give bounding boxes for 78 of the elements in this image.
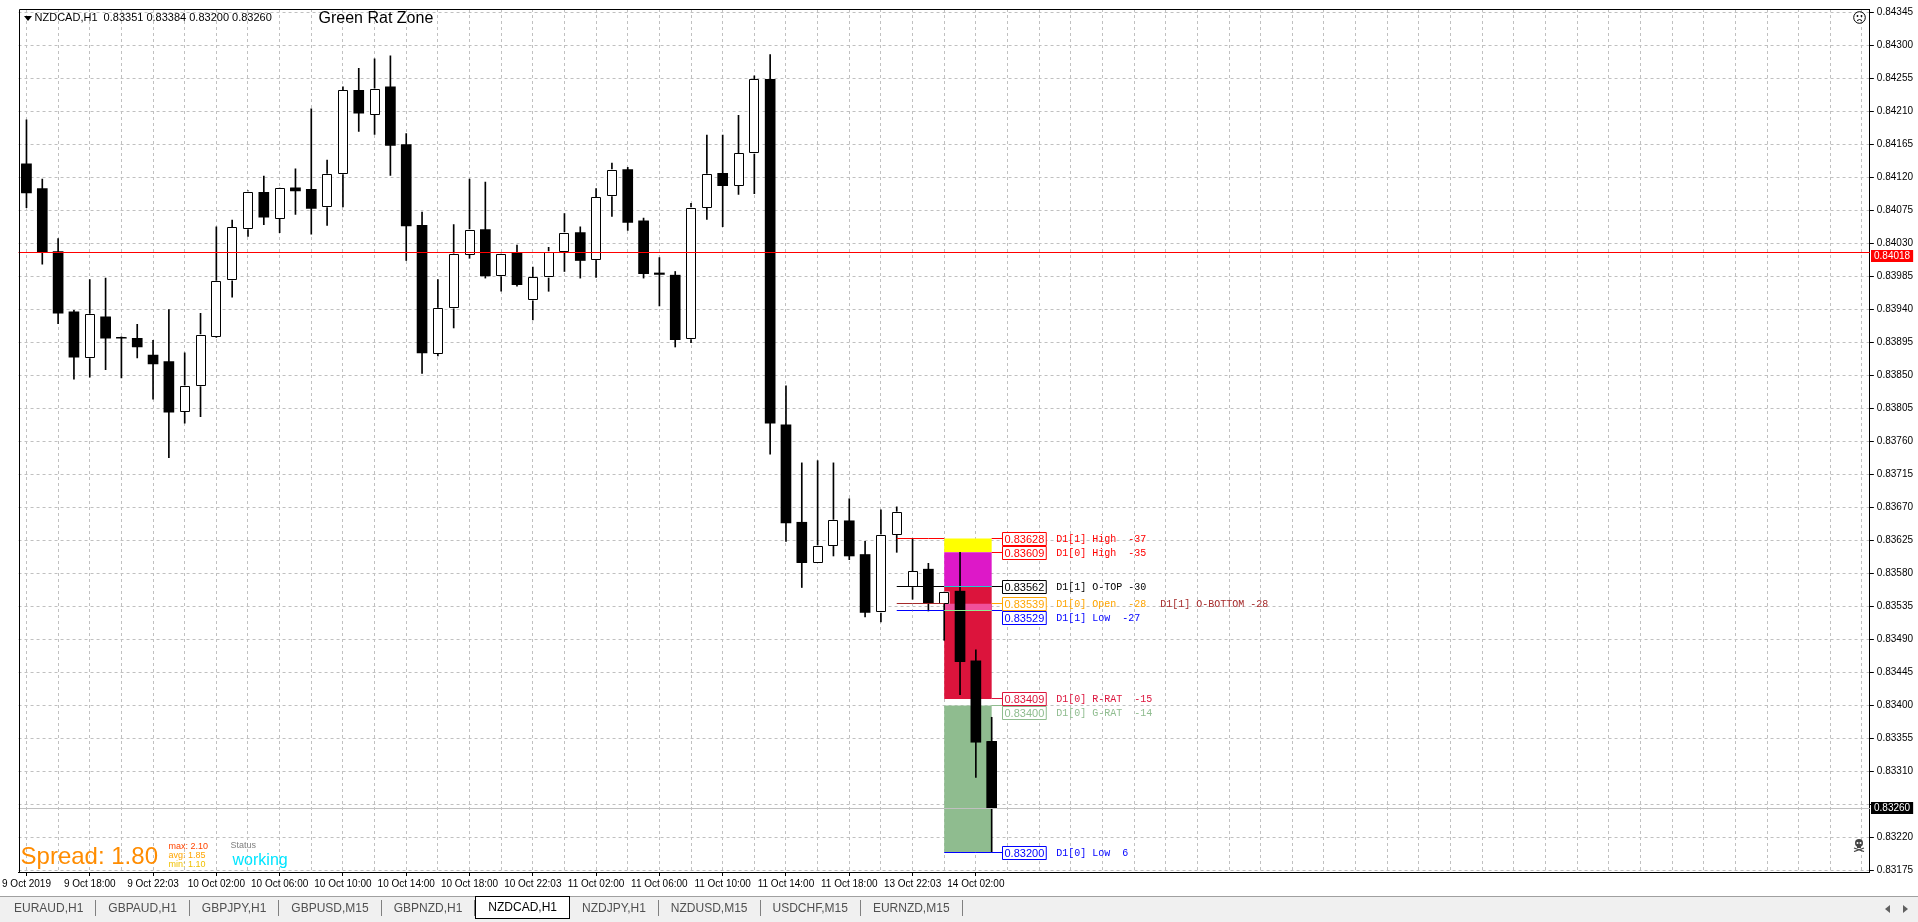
- ref-line-label: 0.83260: [1874, 802, 1911, 814]
- y-tick-label: 0.83760: [1876, 435, 1914, 447]
- x-tick-label: 10 Oct 06:00: [251, 877, 309, 889]
- tab: NZDCAD,H1: [475, 896, 571, 919]
- data-label: 0.83200: [1004, 846, 1045, 859]
- x-tick-label: 10 Oct 18:00: [440, 877, 499, 889]
- legend-label: D1[1] Low -27: [1056, 613, 1141, 625]
- tab: GBPJPY,H1: [189, 900, 280, 916]
- data-label: 0.83628: [1004, 532, 1045, 545]
- legend-label: D1[1] High -37: [1056, 534, 1147, 546]
- x-tick-label: 9 Oct 2019: [2, 877, 52, 889]
- y-tick-label: 0.83580: [1876, 567, 1914, 579]
- y-tick-label: 0.83850: [1876, 369, 1914, 381]
- tab: EURAUD,H1: [2, 900, 97, 916]
- data-label: 0.83609: [1004, 546, 1045, 559]
- y-tick-label: 0.83445: [1876, 666, 1914, 678]
- chart-title: Green Rat Zone: [318, 9, 434, 26]
- x-tick-label: 11 Oct 06:00: [631, 877, 689, 889]
- x-tick-label: 11 Oct 10:00: [694, 877, 752, 889]
- x-tick-label: 10 Oct 14:00: [377, 877, 436, 889]
- tab: USDCHF,M15: [760, 900, 861, 916]
- legend-label: D1[0] Low 6: [1056, 848, 1129, 860]
- data-label: 0.83529: [1004, 611, 1045, 624]
- y-tick-label: 0.83805: [1876, 402, 1914, 414]
- y-tick-label: 0.84165: [1876, 138, 1914, 150]
- x-tick-label: 11 Oct 14:00: [757, 877, 815, 889]
- y-tick-label: 0.84030: [1876, 237, 1914, 249]
- data-label: 0.83562: [1004, 580, 1045, 593]
- x-tick-label: 10 Oct 22:03: [504, 877, 562, 889]
- tab: EURNZD,M15: [860, 900, 963, 916]
- x-tick-label: 11 Oct 18:00: [821, 877, 878, 889]
- y-tick-label: 0.83310: [1876, 765, 1914, 777]
- x-tick-label: 10 Oct 02:00: [187, 877, 246, 889]
- y-tick-label: 0.83985: [1876, 270, 1914, 282]
- y-tick-label: 0.83625: [1876, 534, 1914, 546]
- x-tick-label: 13 Oct 22:03: [883, 877, 942, 889]
- legend-label: D1[1] O-TOP -30: [1056, 582, 1147, 594]
- y-tick-label: 0.84345: [1876, 6, 1914, 18]
- x-tick-label: 10 Oct 10:00: [314, 877, 372, 889]
- y-tick-label: 0.83175: [1876, 864, 1914, 876]
- annotation: Status: [230, 840, 257, 850]
- legend-label: D1[0] R-RAT -15: [1056, 694, 1153, 706]
- y-tick-label: 0.84075: [1876, 204, 1914, 216]
- y-tick-label: 0.84255: [1876, 72, 1914, 84]
- y-tick-label: 0.84300: [1876, 39, 1914, 51]
- y-tick-label: 0.83670: [1876, 501, 1914, 513]
- x-tick-label: 11 Oct 02:00: [567, 877, 625, 889]
- tab: GBPAUD,H1: [96, 900, 190, 916]
- chart-subtitle: NZDCAD,H1 0.83351 0.83384 0.83200 0.83260: [34, 11, 272, 23]
- y-tick-label: 0.83715: [1876, 468, 1914, 480]
- y-tick-label: 0.83940: [1876, 303, 1914, 315]
- annotation: max: 2.10: [168, 841, 209, 851]
- tab: GBPUSD,M15: [279, 900, 382, 916]
- y-tick-label: 0.83400: [1876, 699, 1914, 711]
- y-tick-label: 0.84120: [1876, 171, 1914, 183]
- data-label: 0.83539: [1004, 597, 1045, 610]
- legend-label: D1[0] High -35: [1056, 548, 1147, 560]
- y-tick-label: 0.83220: [1876, 831, 1914, 843]
- x-tick-label: 9 Oct 22:03: [127, 877, 180, 889]
- annotation: avg: 1.85: [168, 850, 206, 860]
- legend-label: D1[0] G-RAT -14: [1056, 708, 1153, 720]
- data-label: 0.83409: [1004, 692, 1045, 705]
- x-tick-label: 9 Oct 18:00: [63, 877, 117, 889]
- text: D1[1] O-BOTTOM -28: [1160, 599, 1269, 611]
- annotation: min: 1.10: [168, 859, 206, 869]
- data-label: 0.83400: [1004, 706, 1045, 719]
- y-tick-label: 0.83355: [1876, 732, 1914, 744]
- tab: NZDUSD,M15: [658, 900, 761, 916]
- y-tick-label: 0.84210: [1876, 105, 1914, 117]
- legend-label: D1[0] Open -28: [1056, 599, 1147, 611]
- annotation: working: [232, 851, 288, 868]
- y-tick-label: 0.83490: [1876, 633, 1914, 645]
- tab: NZDJPY,H1: [570, 900, 659, 916]
- ref-line-label: 0.84018: [1874, 250, 1911, 262]
- y-tick-label: 0.83895: [1876, 336, 1914, 348]
- y-tick-label: 0.83535: [1876, 600, 1914, 612]
- x-tick-label: 14 Oct 02:00: [947, 877, 1005, 889]
- annotation: Spread: 1.80: [20, 842, 158, 869]
